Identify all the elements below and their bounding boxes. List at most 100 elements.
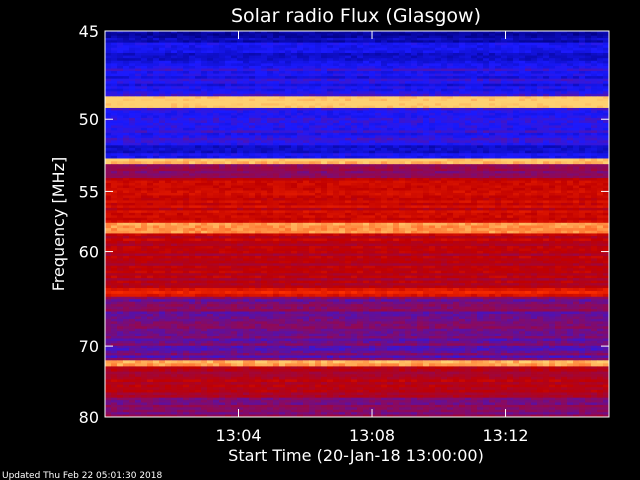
- spectrum-cell-band-7: [237, 175, 244, 179]
- spectrum-cell-band-7: [207, 168, 214, 172]
- spectrum-cell-band-1: [111, 42, 118, 46]
- spectrum-cell-band-5: [489, 153, 496, 157]
- spectrum-cell-band-6: [459, 161, 466, 165]
- spectrum-cell-band-3: [423, 96, 430, 100]
- spectrum-cell-band-3: [411, 98, 418, 102]
- spectrum-cell-band-2: [207, 68, 214, 72]
- spectrum-cell-band-4: [465, 130, 472, 134]
- spectrum-cell-band-4: [279, 117, 286, 121]
- spectrum-cell-band-6: [585, 158, 592, 162]
- spectrum-cell-band-1: [513, 50, 520, 54]
- spectrum-cell-band-2: [189, 71, 196, 74]
- spectrum-cell-band-4: [213, 122, 220, 126]
- spectrum-cell-band-4: [411, 125, 418, 129]
- spectrum-cell-band-2: [255, 93, 262, 97]
- spectrum-cell-band-3: [537, 103, 544, 107]
- spectrum-cell-band-1: [141, 65, 148, 69]
- spectrum-cell-band-1: [483, 58, 490, 62]
- spectrum-cell-band-4: [525, 127, 532, 131]
- spectrum-cell-band-2: [111, 93, 118, 97]
- spectrum-cell-band-5: [273, 153, 280, 157]
- spectrum-cell-band-4: [213, 117, 220, 121]
- spectrum-cell-band-7: [435, 173, 442, 177]
- spectrum-cell-band-7: [135, 175, 142, 179]
- spectrum-cell-band-2: [531, 88, 538, 92]
- spectrum-cell-band-2: [495, 73, 502, 77]
- spectrum-cell-band-4: [567, 117, 574, 121]
- spectrum-cell-band-4: [237, 127, 244, 131]
- spectrum-cell-band-0: [441, 33, 448, 37]
- spectrum-cell-band-1: [219, 63, 226, 67]
- spectrum-cell-band-1: [357, 42, 364, 46]
- spectrum-cell-band-4: [369, 110, 376, 114]
- spectrum-cell-band-4: [519, 130, 526, 134]
- spectrum-cell-band-0: [585, 37, 592, 41]
- spectrum-cell-band-1: [225, 63, 232, 67]
- spectrum-cell-band-4: [567, 135, 574, 139]
- spectrum-cell-band-4: [219, 142, 226, 146]
- spectrum-cell-band-2: [165, 68, 172, 72]
- spectrum-cell-band-1: [435, 50, 442, 54]
- spectrum-cell-band-5: [237, 145, 244, 149]
- spectrum-cell-band-4: [357, 107, 364, 111]
- spectrum-cell-band-3: [549, 103, 556, 107]
- spectrum-cell-band-4: [555, 120, 562, 124]
- spectrum-cell-band-1: [303, 45, 310, 49]
- spectrum-cell-band-1: [423, 65, 430, 69]
- spectrum-cell-band-2: [267, 68, 274, 72]
- spectrum-cell-band-0: [333, 37, 340, 41]
- spectrum-cell-band-2: [525, 71, 532, 74]
- spectrum-cell-band-3: [183, 96, 190, 100]
- spectrum-cell-band-2: [411, 81, 418, 85]
- spectrum-cell-band-0: [591, 35, 598, 39]
- spectrum-cell-band-0: [459, 35, 466, 39]
- spectrum-cell-band-5: [459, 155, 466, 159]
- spectrum-cell-band-0: [171, 37, 178, 41]
- spectrum-cell-band-1: [543, 50, 550, 54]
- spectrum-cell-band-4: [363, 142, 370, 146]
- spectrum-cell-band-2: [123, 86, 130, 90]
- spectrum-cell-band-7: [357, 164, 364, 167]
- spectrum-cell-band-4: [387, 125, 394, 129]
- spectrum-cell-band-1: [279, 52, 286, 56]
- spectrum-cell-band-5: [213, 155, 220, 159]
- spectrum-cell-band-3: [315, 100, 322, 104]
- spectrum-cell-band-0: [549, 31, 556, 34]
- spectrum-cell-band-7: [531, 173, 538, 177]
- spectrum-cell-band-4: [603, 142, 610, 146]
- spectrum-cell-band-4: [249, 120, 256, 124]
- spectrum-cell-band-2: [285, 83, 292, 87]
- spectrum-cell-band-5: [165, 145, 172, 149]
- spectrum-cell-band-3: [585, 98, 592, 102]
- spectrum-cell-band-0: [585, 33, 592, 37]
- spectrum-cell-band-2: [471, 76, 478, 80]
- spectrum-cell-band-3: [237, 96, 244, 100]
- spectrum-cell-band-1: [267, 50, 274, 54]
- spectrum-cell-band-4: [255, 110, 262, 114]
- spectrum-cell-band-4: [549, 140, 556, 144]
- spectrum-cell-band-7: [327, 173, 334, 177]
- spectrum-cell-band-4: [513, 142, 520, 146]
- spectrum-cell-band-3: [597, 96, 604, 100]
- spectrum-cell-band-4: [423, 110, 430, 114]
- spectrum-cell-band-3: [147, 96, 154, 100]
- spectrum-cell-band-4: [297, 137, 304, 141]
- spectrum-cell-band-5: [441, 150, 448, 154]
- spectrum-cell-band-4: [387, 122, 394, 126]
- spectrum-cell-band-4: [225, 117, 232, 121]
- spectrum-cell-band-4: [255, 140, 262, 144]
- spectrum-cell-band-4: [159, 115, 166, 119]
- spectrum-cell-band-0: [363, 33, 370, 37]
- spectrum-cell-band-1: [501, 65, 508, 69]
- spectrum-cell-band-4: [549, 135, 556, 139]
- spectrum-cell-band-0: [231, 37, 238, 41]
- spectrum-cell-band-5: [483, 147, 490, 151]
- spectrum-cell-band-4: [117, 137, 124, 141]
- spectrum-cell-band-1: [105, 50, 112, 54]
- spectrum-cell-band-3: [555, 98, 562, 102]
- spectrum-cell-band-4: [537, 117, 544, 121]
- spectrum-cell-band-0: [435, 35, 442, 39]
- spectrum-cell-band-6: [339, 161, 346, 165]
- spectrum-cell-band-0: [261, 35, 268, 39]
- spectrum-cell-band-4: [279, 115, 286, 119]
